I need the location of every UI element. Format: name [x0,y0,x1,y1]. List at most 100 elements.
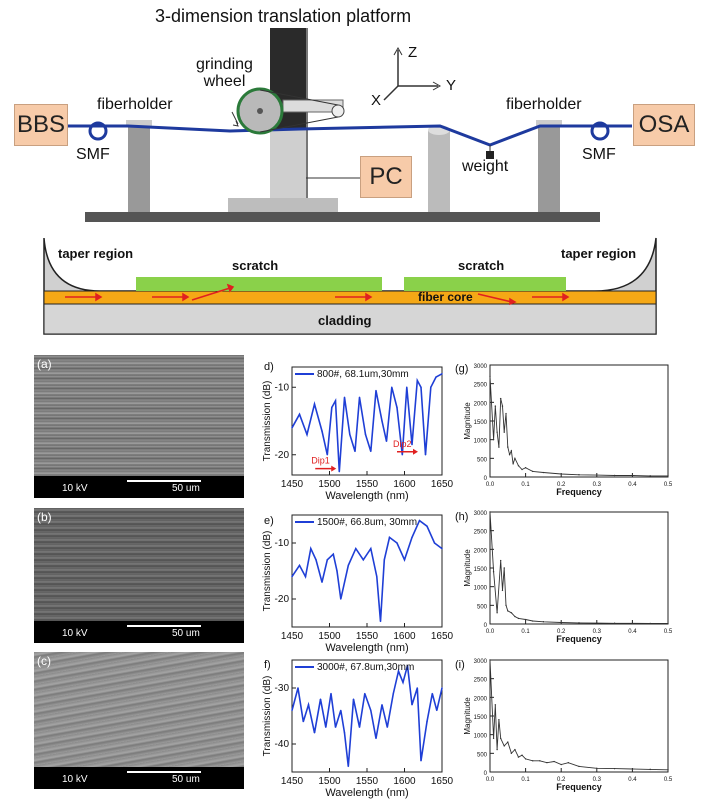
data-point [325,726,327,728]
data-point [383,559,385,561]
y-tick-label: 500 [477,752,488,758]
roller-post [428,130,450,212]
panel-label: (g) [455,363,468,375]
x-tick-label: 0.4 [628,482,637,488]
y-tick-label: 1000 [474,586,488,592]
x-tick-label: 0.1 [521,629,530,635]
x-tick-label: 1500 [318,631,341,642]
data-point [392,692,394,695]
data-point [340,598,342,600]
data-point [426,720,428,723]
data-point [385,440,388,442]
data-point [416,379,418,382]
x-tick-label: 1600 [393,479,416,490]
data-point [613,622,616,624]
dip-label: Dip2 [393,439,412,449]
data-point [667,622,669,625]
y-tick-label: -10 [275,382,290,393]
data-point [503,567,505,569]
smf-right-label: SMF [582,146,616,163]
data-point [402,681,404,684]
data-point [347,765,349,768]
y-tick-label: 1000 [474,439,488,445]
data-point [613,767,616,770]
data-point [631,622,634,624]
x-tick-label: 0.5 [664,777,673,783]
taper-left-label: taper region [58,246,134,261]
y-tick-label: 2000 [474,401,488,407]
data-point [441,687,443,689]
data-point [503,745,505,747]
x-tick-label: 0.4 [628,629,637,635]
y-axis-label: Transmission (dB) [262,381,273,462]
data-point [334,726,337,728]
data-point [347,564,349,567]
y-axis-label: Magnitude [463,549,472,587]
data-point [517,465,520,467]
data-point [349,433,351,436]
data-point [492,737,495,740]
legend-label: 1500#, 66.8um, 30mm [317,517,417,528]
y-tick-label: 2000 [474,696,488,702]
data-point [331,406,333,409]
data-point [499,737,502,740]
data-point [539,760,541,762]
data-point [524,618,527,621]
y-axis-label: Transmission (dB) [262,676,273,757]
plot-frame [489,364,669,478]
series-line [489,659,669,771]
x-tick-label: 0.3 [593,777,602,783]
data-point [508,453,511,456]
y-tick-label: 3000 [474,511,488,517]
legend-label: 3000#, 67.8um,30mm [317,662,414,673]
data-point [330,692,332,695]
data-point [501,589,504,592]
data-point [507,741,509,743]
y-tick-label: -20 [275,594,290,605]
data-point [496,748,498,751]
data-point [388,536,391,539]
axis-y-label: Y [446,77,457,94]
axis-x-label: X [371,92,382,109]
data-point [596,622,598,624]
data-point [354,450,356,453]
data-point [505,412,507,415]
sem-image-c: (c) 10 kV 50 um [34,652,244,789]
x-tick-label: 0.4 [628,777,637,783]
series-line [291,665,443,767]
data-point [649,768,651,771]
data-point [403,559,406,561]
setup-title: 3-dimension translation platform [155,6,412,26]
data-point [391,386,393,388]
pc-box: PC [360,156,412,198]
data-point [435,376,437,378]
data-point [336,570,338,572]
y-tick-label: 2000 [474,548,488,554]
x-tick-label: 0.2 [557,482,566,488]
data-point [426,525,428,527]
data-point [401,454,403,456]
plot-frame [489,511,669,625]
data-point [431,692,433,695]
data-point [503,431,505,433]
data-point [649,622,651,625]
x-tick-label: 1650 [431,776,454,787]
panel-label: (h) [455,511,468,523]
data-point [386,726,388,728]
data-point [396,542,398,544]
x-tick-label: 1450 [281,776,304,787]
data-point [489,511,491,513]
y-tick-label: -30 [275,683,290,694]
x-tick-label: 1550 [356,631,379,642]
data-point [631,474,634,477]
y-axis-label: Transmission (dB) [262,531,273,612]
series-line [489,511,668,624]
panel-label: (i) [455,659,465,671]
y-tick-label: 3000 [474,659,488,665]
data-point [517,756,520,758]
dip-arrowhead [331,465,337,472]
data-point [355,547,357,550]
platform-column [270,130,306,198]
data-point [376,575,378,578]
weight-label: weight [462,158,509,175]
